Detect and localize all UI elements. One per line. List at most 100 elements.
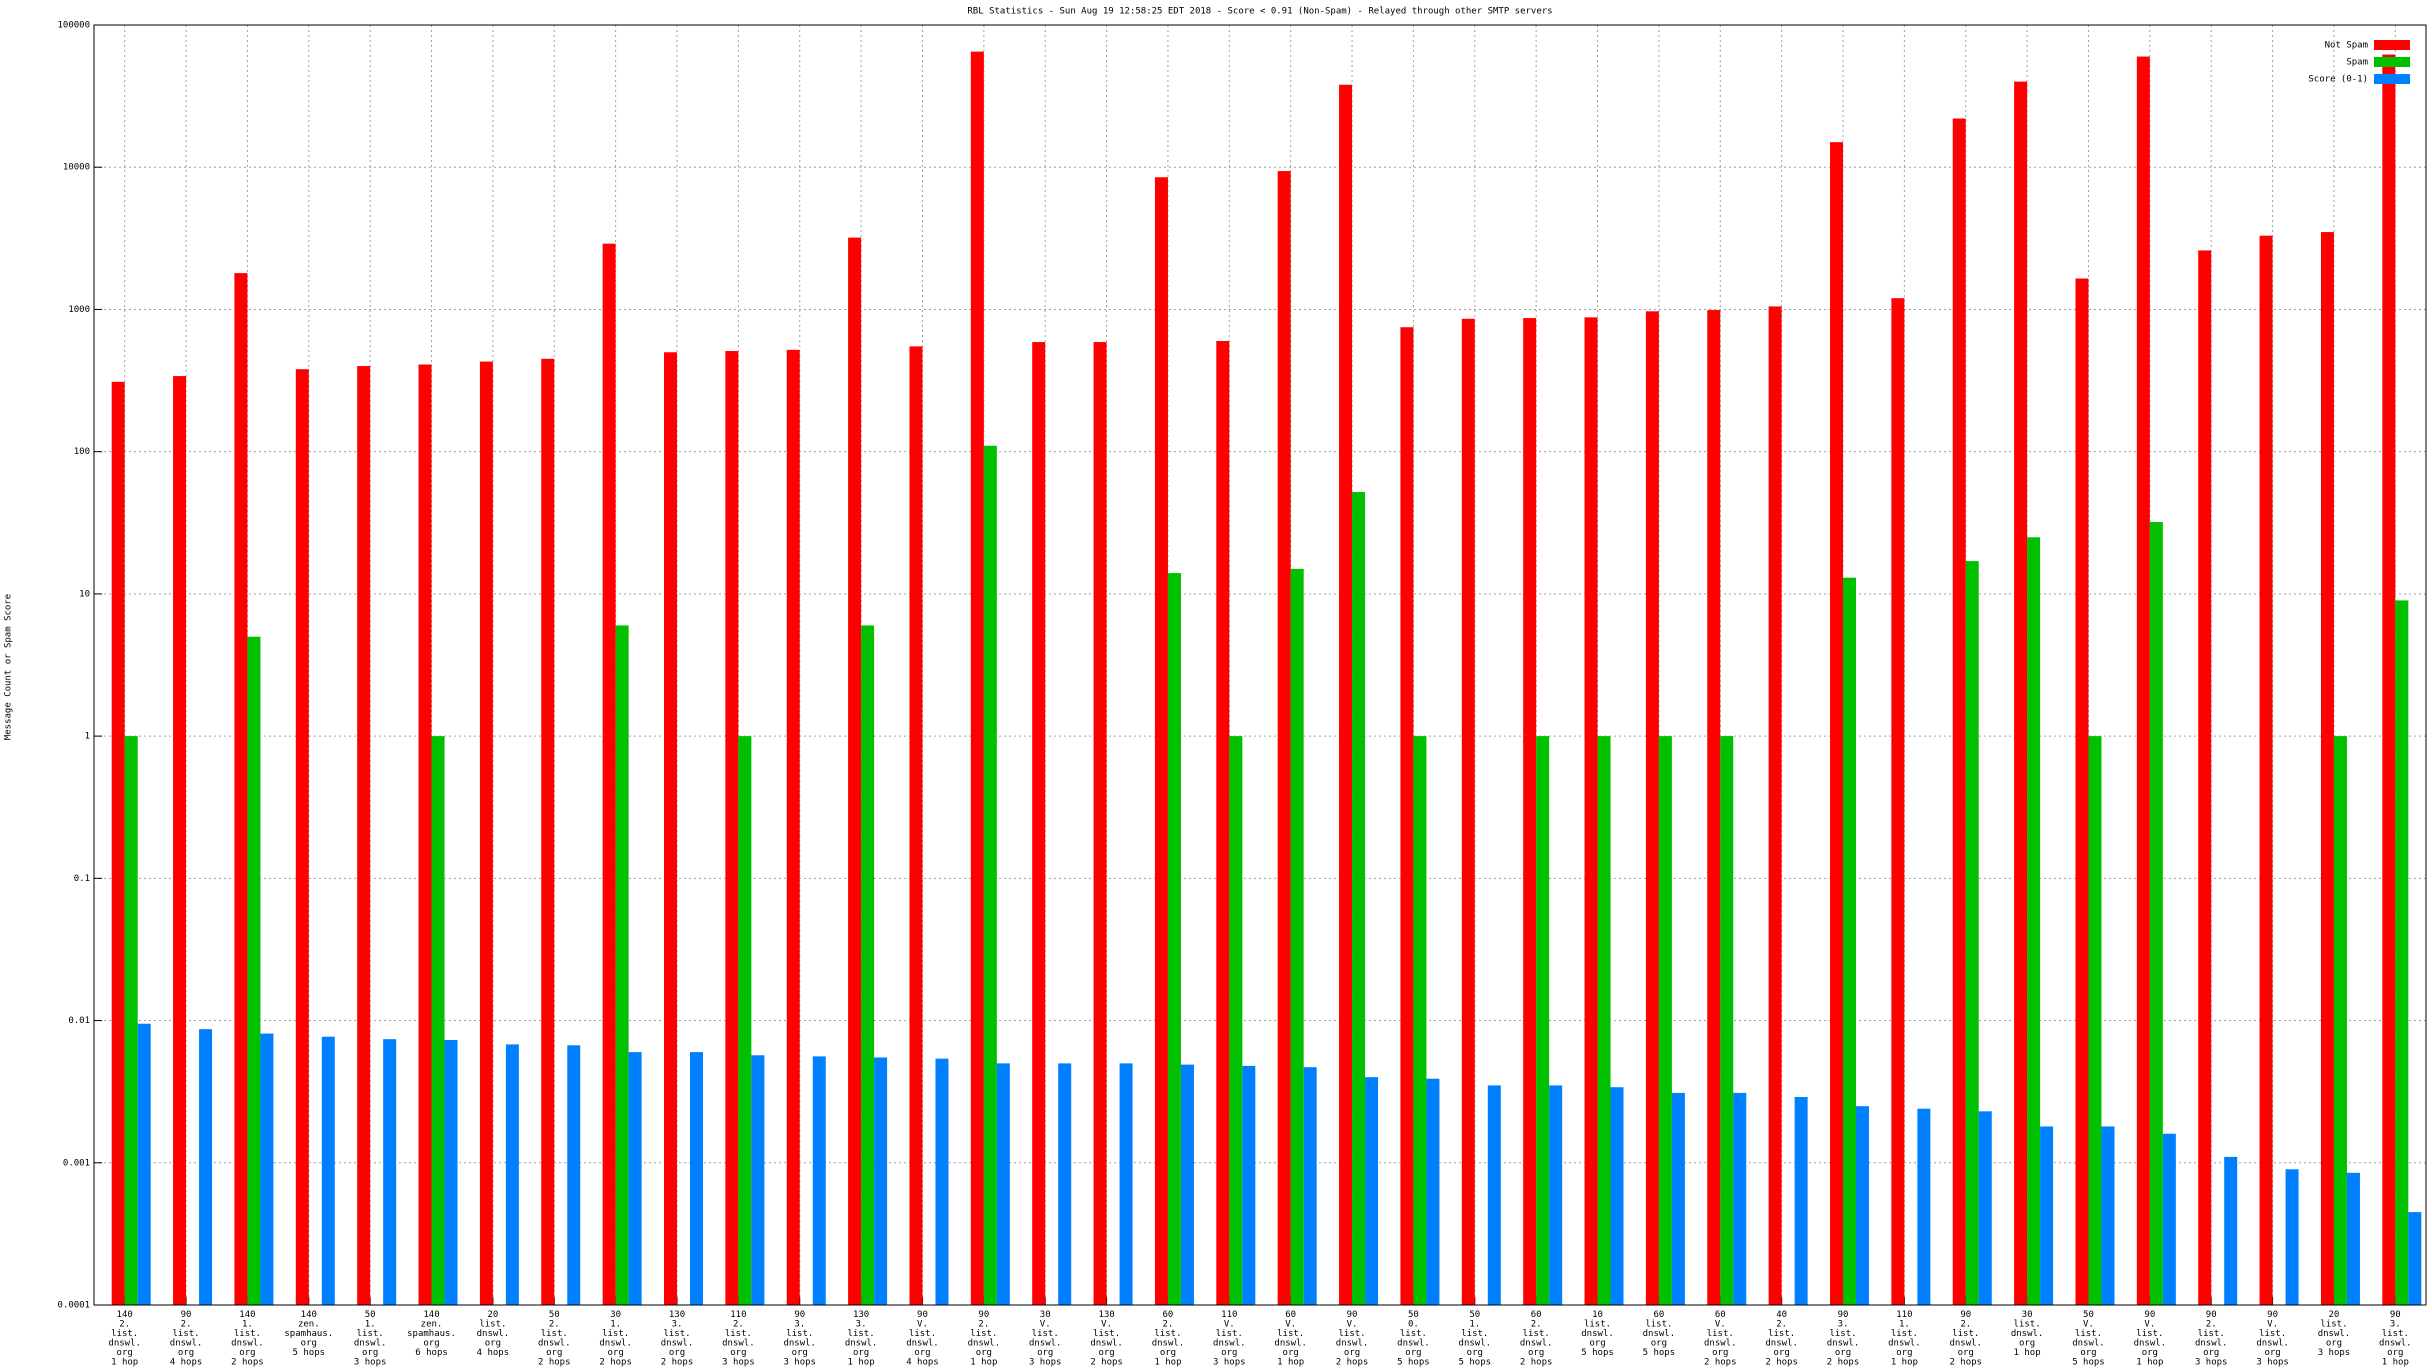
- x-tick-label-line: 2.: [1776, 1319, 1787, 1329]
- x-tick-label-line: 2.: [119, 1319, 130, 1329]
- bar: [2088, 736, 2102, 1305]
- bar: [2149, 522, 2163, 1305]
- bar: [909, 346, 923, 1306]
- x-tick-label-line: org: [1283, 1348, 1299, 1358]
- x-tick-label-line: dnswl.: [1643, 1329, 1676, 1339]
- x-tick-label: 20 list. dnswl. org 4 hops: [477, 1310, 510, 1358]
- bar: [234, 273, 248, 1305]
- bar: [1229, 736, 1243, 1305]
- x-tick-label-line: dnswl.: [1704, 1338, 1737, 1348]
- x-tick-label-line: list.: [1584, 1319, 1611, 1329]
- bar: [983, 445, 997, 1306]
- x-tick-label-line: 1 hop: [1277, 1357, 1304, 1367]
- x-tick-label-line: 2.: [1960, 1319, 1971, 1329]
- x-tick-label-line: list.: [909, 1329, 936, 1339]
- x-tick-label-line: 40: [1776, 1310, 1787, 1320]
- x-tick-label-line: 2.: [1531, 1319, 1542, 1329]
- bar: [1426, 1078, 1440, 1305]
- x-tick-label-line: dnswl.: [783, 1338, 816, 1348]
- x-tick-label-line: list.: [1400, 1329, 1427, 1339]
- x-tick-label-line: list.: [1768, 1329, 1795, 1339]
- bar: [1733, 1092, 1747, 1305]
- x-tick-label-line: 1 hop: [111, 1357, 138, 1367]
- bar: [1965, 561, 1979, 1305]
- x-tick-label-line: dnswl.: [2134, 1338, 2167, 1348]
- bar: [2075, 278, 2089, 1305]
- x-tick-label-line: list.: [1829, 1329, 1856, 1339]
- x-tick-label: 60 V. list. dnswl. org 2 hops: [1704, 1310, 1737, 1368]
- x-tick-label-line: org: [239, 1348, 255, 1358]
- x-tick-label-line: dnswl.: [1827, 1338, 1860, 1348]
- x-tick-label-line: org: [1160, 1348, 1176, 1358]
- x-tick-label-line: spamhaus.: [407, 1329, 456, 1339]
- x-tick-label: 90 3. list. dnswl. org 2 hops: [1827, 1310, 1860, 1368]
- x-tick-label-line: list.: [602, 1329, 629, 1339]
- x-tick-label: 130 V. list. dnswl. org 2 hops: [1090, 1310, 1123, 1368]
- x-tick-label-line: list.: [786, 1329, 813, 1339]
- bar: [1952, 118, 1966, 1306]
- x-tick-label-line: 3 hops: [1213, 1357, 1246, 1367]
- bar: [751, 1055, 765, 1305]
- bar: [2014, 81, 2028, 1305]
- x-tick-label-line: org: [2387, 1348, 2403, 1358]
- x-tick-label-line: 90: [917, 1310, 928, 1320]
- bar: [1093, 342, 1107, 1305]
- x-tick-label-line: org: [1958, 1348, 1974, 1358]
- bar: [664, 352, 677, 1306]
- bar: [1597, 736, 1611, 1305]
- bar: [786, 349, 800, 1305]
- bar: [199, 1029, 213, 1305]
- x-tick-label-line: 2.: [2206, 1319, 2217, 1329]
- x-tick-label: 50 0. list. dnswl. org 5 hops: [1397, 1310, 1430, 1368]
- x-tick-label-line: 1.: [1899, 1319, 1910, 1329]
- x-tick-label-line: org: [1589, 1338, 1605, 1348]
- x-tick-label-line: V.: [2083, 1319, 2094, 1329]
- x-tick-label-line: org: [976, 1348, 992, 1358]
- x-tick-label-line: 50: [2083, 1310, 2094, 1320]
- x-tick-label: 90 V. list. dnswl. org 3 hops: [2256, 1310, 2289, 1368]
- x-tick-label: 30 1. list. dnswl. org 2 hops: [599, 1310, 632, 1368]
- x-tick-label: 140 1. list. dnswl. org 2 hops: [231, 1310, 264, 1368]
- x-tick-label-line: 1.: [1469, 1319, 1480, 1329]
- x-tick-label-line: org: [1098, 1348, 1114, 1358]
- x-tick-label-line: 2 hops: [1949, 1357, 1982, 1367]
- x-tick-label: 10 list. dnswl. org 5 hops: [1581, 1310, 1614, 1358]
- x-tick-label-line: 3.: [794, 1319, 805, 1329]
- x-tick-label-line: dnswl.: [231, 1338, 264, 1348]
- bar: [861, 625, 875, 1305]
- plot-border: [93, 24, 2427, 1306]
- x-tick-label-line: 4 hops: [906, 1357, 939, 1367]
- x-tick-label-line: list.: [2198, 1329, 2225, 1339]
- x-tick-label-line: list.: [725, 1329, 752, 1339]
- x-tick-label: 50 V. list. dnswl. org 5 hops: [2072, 1310, 2105, 1368]
- bar: [2285, 1169, 2299, 1305]
- bar: [2101, 1126, 2115, 1305]
- x-tick-label-line: 2 hops: [538, 1357, 571, 1367]
- x-tick-label-line: org: [423, 1338, 439, 1348]
- x-tick-label-line: org: [607, 1348, 623, 1358]
- x-tick-label-line: 140: [117, 1310, 133, 1320]
- bar: [1523, 318, 1537, 1305]
- x-tick-label-line: 90: [794, 1310, 805, 1320]
- bar: [1352, 492, 1366, 1305]
- bar: [1339, 84, 1353, 1305]
- x-tick-label-line: dnswl.: [2379, 1338, 2412, 1348]
- x-tick-label-line: 2 hops: [1520, 1357, 1553, 1367]
- bar: [2162, 1133, 2176, 1305]
- x-tick-label: 30 list. dnswl. org 1 hop: [2011, 1310, 2044, 1358]
- x-tick-label: 130 3. list. dnswl. org 1 hop: [845, 1310, 878, 1368]
- x-tick-label-line: 90: [2144, 1310, 2155, 1320]
- x-tick-label-line: org: [1773, 1348, 1789, 1358]
- bar: [1610, 1087, 1624, 1305]
- x-tick-label-line: 2 hops: [1827, 1357, 1860, 1367]
- x-tick-label-line: dnswl.: [477, 1329, 510, 1339]
- x-tick-label-line: dnswl.: [108, 1338, 141, 1348]
- x-tick-label: 90 2. list. dnswl. org 2 hops: [1949, 1310, 1982, 1368]
- x-tick-label-line: 90: [2206, 1310, 2217, 1320]
- x-tick-label-line: list.: [1339, 1329, 1366, 1339]
- x-tick-label-line: 30: [2022, 1310, 2033, 1320]
- legend-swatch: [2374, 57, 2410, 67]
- x-tick-label-line: 0.: [1408, 1319, 1419, 1329]
- x-tick-label-line: org: [853, 1348, 869, 1358]
- bar: [1180, 1064, 1194, 1305]
